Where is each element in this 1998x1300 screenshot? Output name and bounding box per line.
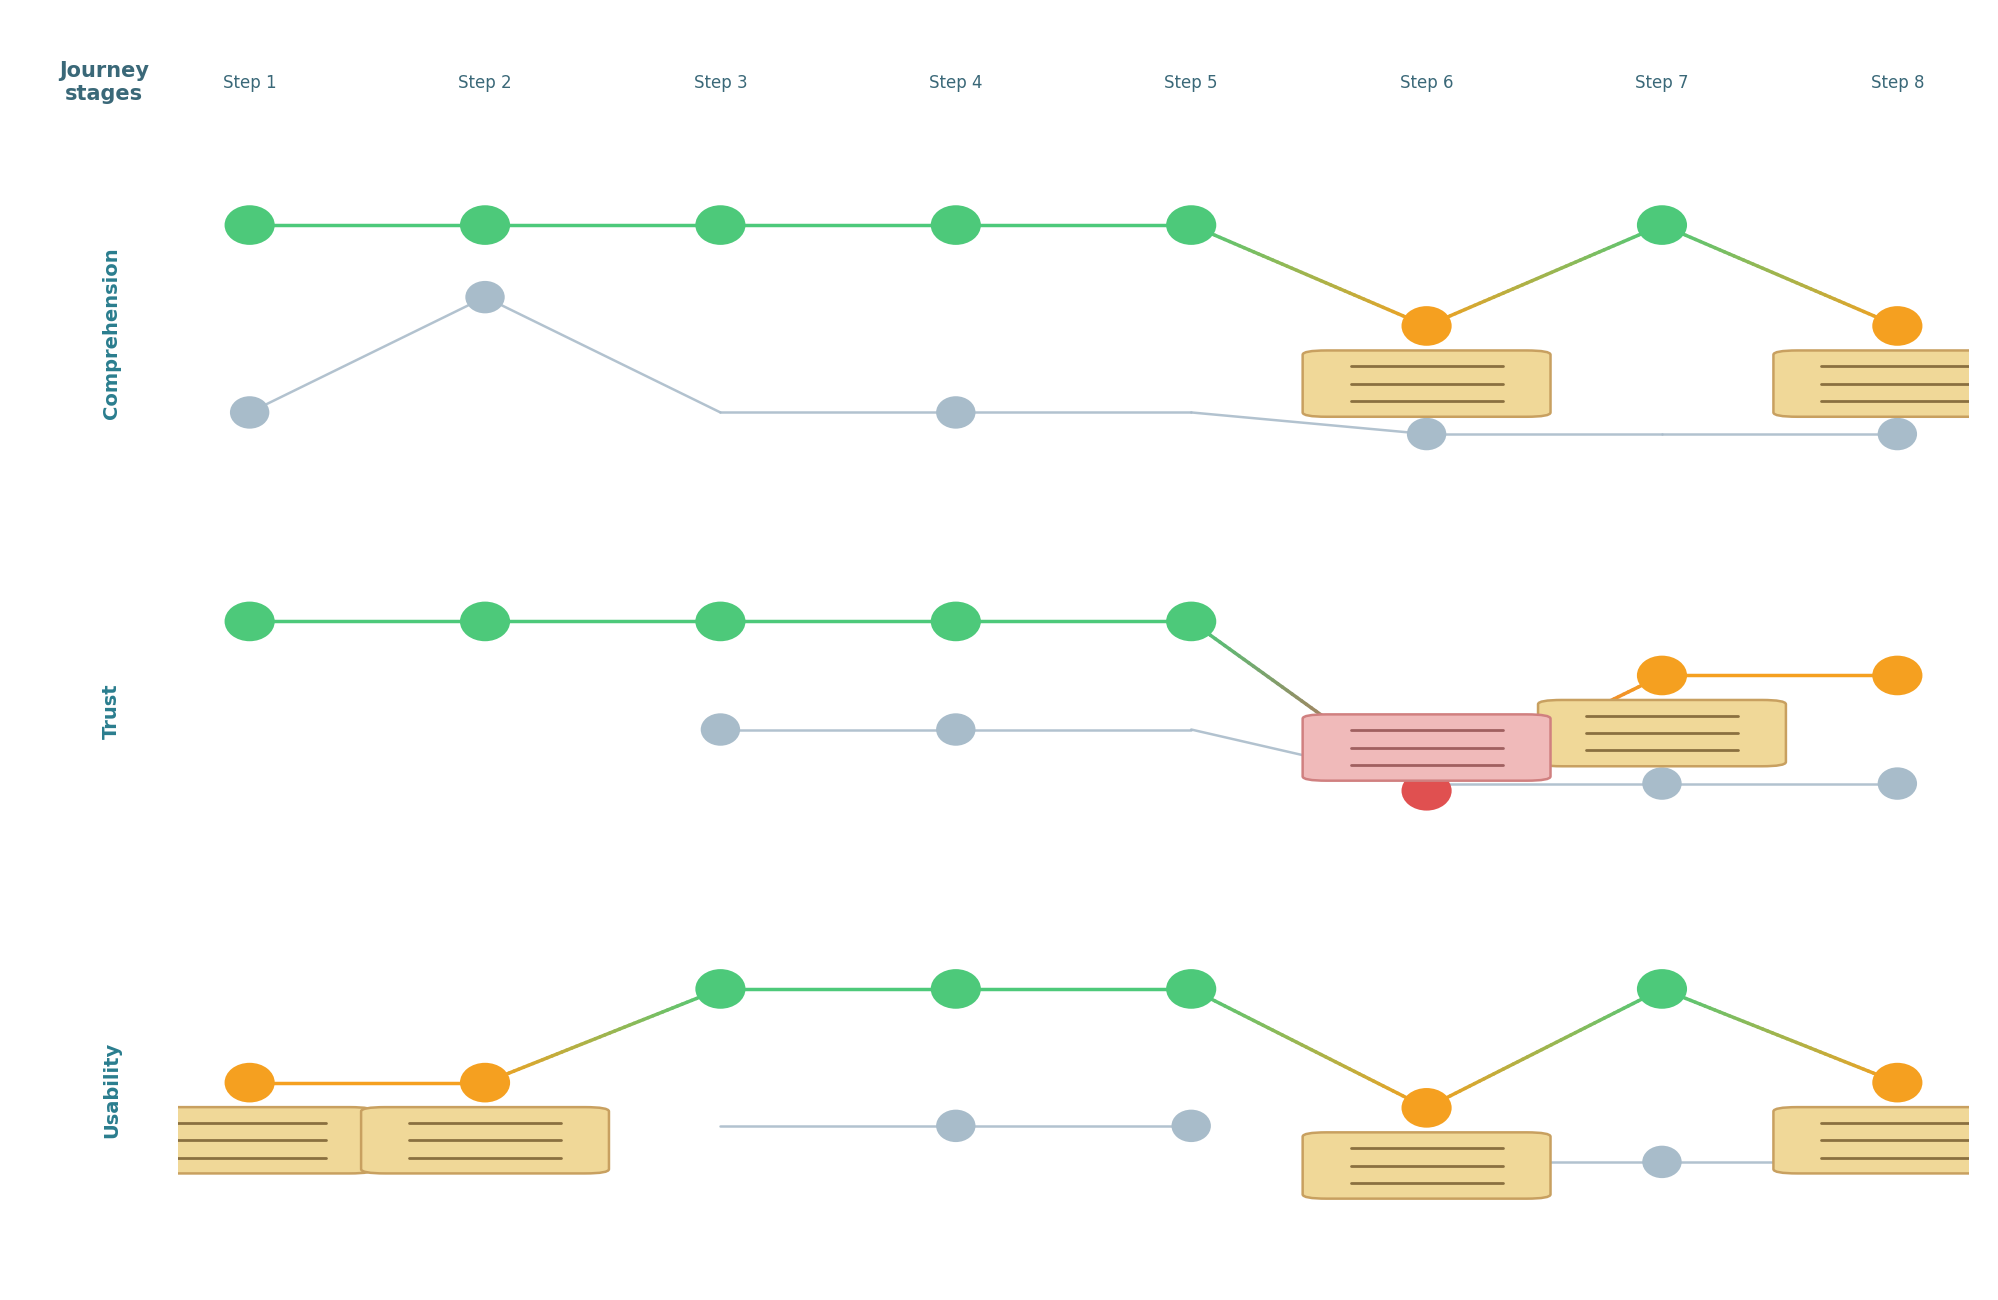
Ellipse shape [935, 1110, 975, 1143]
Ellipse shape [1171, 1110, 1211, 1143]
Text: Step 7: Step 7 [1634, 74, 1688, 91]
FancyBboxPatch shape [126, 1108, 374, 1174]
Text: Step 6: Step 6 [1399, 74, 1453, 91]
FancyBboxPatch shape [1772, 1108, 1998, 1174]
Ellipse shape [931, 602, 981, 641]
Text: Step 1: Step 1 [222, 74, 276, 91]
Ellipse shape [935, 714, 975, 746]
Ellipse shape [1165, 968, 1215, 1009]
Text: Step 5: Step 5 [1165, 74, 1217, 91]
FancyBboxPatch shape [1772, 351, 1998, 417]
Text: Journey
stages: Journey stages [60, 61, 150, 104]
FancyBboxPatch shape [1303, 351, 1550, 417]
Ellipse shape [1401, 306, 1451, 346]
Ellipse shape [460, 602, 509, 641]
Text: Comprehension: Comprehension [102, 247, 120, 419]
Ellipse shape [1876, 417, 1916, 450]
Text: Step 3: Step 3 [693, 74, 747, 91]
Ellipse shape [460, 205, 509, 244]
Ellipse shape [935, 396, 975, 429]
Text: Trust: Trust [102, 684, 120, 740]
Text: Usability: Usability [102, 1041, 120, 1138]
Ellipse shape [224, 1063, 274, 1102]
Ellipse shape [1407, 417, 1447, 450]
Ellipse shape [466, 281, 503, 313]
Text: Step 8: Step 8 [1870, 74, 1924, 91]
Ellipse shape [1872, 306, 1922, 346]
Ellipse shape [1876, 767, 1916, 800]
Ellipse shape [1872, 655, 1922, 696]
Ellipse shape [1636, 655, 1686, 696]
Ellipse shape [695, 602, 745, 641]
Ellipse shape [931, 968, 981, 1009]
Ellipse shape [695, 968, 745, 1009]
Ellipse shape [1642, 767, 1680, 800]
Ellipse shape [224, 205, 274, 244]
Ellipse shape [230, 396, 270, 429]
FancyBboxPatch shape [1536, 699, 1784, 766]
Ellipse shape [1401, 1088, 1451, 1127]
Ellipse shape [1642, 1145, 1680, 1178]
Ellipse shape [1165, 602, 1215, 641]
FancyBboxPatch shape [362, 1108, 609, 1174]
FancyBboxPatch shape [1303, 1132, 1550, 1199]
Text: Step 4: Step 4 [929, 74, 983, 91]
Text: Step 2: Step 2 [458, 74, 511, 91]
Ellipse shape [701, 714, 739, 746]
Ellipse shape [224, 602, 274, 641]
Ellipse shape [1636, 205, 1686, 244]
Ellipse shape [931, 205, 981, 244]
Ellipse shape [1401, 771, 1451, 811]
Ellipse shape [695, 205, 745, 244]
Ellipse shape [1872, 1063, 1922, 1102]
Ellipse shape [1407, 767, 1447, 800]
Ellipse shape [460, 1063, 509, 1102]
FancyBboxPatch shape [1303, 715, 1550, 781]
Ellipse shape [1165, 205, 1215, 244]
Ellipse shape [1636, 968, 1686, 1009]
Ellipse shape [1407, 1145, 1447, 1178]
